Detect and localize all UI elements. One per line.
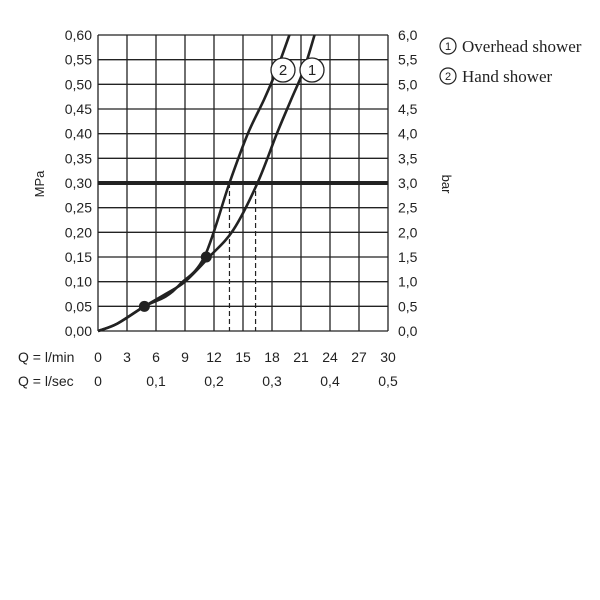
- x-row1-tick-label: 6: [152, 349, 160, 365]
- y-right-tick-label: 4,5: [398, 101, 418, 117]
- x-row1-tick-label: 0: [94, 349, 102, 365]
- y-left-ticks: 0,00 0,05 0,10 0,15 0,20 0,25 0,30 0,35 0,40 0,45…: [65, 27, 92, 339]
- x-row1-ticks: 0 3 6 9 12 15 18 21 24 27 30: [94, 349, 396, 365]
- y-right-tick-label: 5,0: [398, 76, 418, 92]
- x-row1-tick-label: 3: [123, 349, 131, 365]
- x-row2-label: Q = l/sec: [18, 373, 74, 389]
- legend-label-hand: Hand shower: [462, 67, 553, 86]
- y-left-tick-label: 0,05: [65, 298, 92, 314]
- legend-symbol-2: [439, 67, 457, 85]
- y-right-tick-label: 3,0: [398, 175, 418, 191]
- y-left-tick-label: 0,20: [65, 224, 92, 240]
- y-right-tick-label: 2,0: [398, 224, 418, 240]
- y-right-axis-label: bar: [439, 175, 454, 194]
- y-left-tick-label: 0,45: [65, 101, 92, 117]
- marked-points: [138, 251, 212, 312]
- x-row2-tick-label: 0,5: [378, 373, 398, 389]
- y-left-tick-label: 0,00: [65, 323, 92, 339]
- y-left-tick-label: 0,50: [65, 76, 92, 92]
- series-marker-text-1: 1: [308, 62, 316, 79]
- y-right-tick-label: 1,5: [398, 249, 418, 265]
- marked-point: [138, 300, 150, 312]
- x-row2-tick-label: 0,3: [262, 373, 282, 389]
- y-left-tick-label: 0,15: [65, 249, 92, 265]
- y-left-tick-label: 0,30: [65, 175, 92, 191]
- x-row1-tick-label: 21: [293, 349, 309, 365]
- x-row1-tick-label: 18: [264, 349, 280, 365]
- x-row1-tick-label: 12: [206, 349, 222, 365]
- x-row1-tick-label: 9: [181, 349, 189, 365]
- legend-item-overhead: 1 Overhead shower: [439, 37, 582, 56]
- y-right-tick-label: 0,5: [398, 298, 418, 314]
- x-row1-tick-label: 24: [322, 349, 338, 365]
- x-row1-tick-label: 30: [380, 349, 396, 365]
- series-marker-2: [270, 57, 296, 83]
- y-right-tick-label: 3,5: [398, 150, 418, 166]
- y-right-tick-label: 1,0: [398, 274, 418, 290]
- y-left-tick-label: 0,35: [65, 150, 92, 166]
- droplines: [228, 183, 257, 331]
- y-right-tick-label: 0,0: [398, 323, 418, 339]
- legend-symbol-2-text: 2: [445, 71, 451, 83]
- y-left-tick-label: 0,40: [65, 126, 92, 142]
- y-left-tick-label: 0,60: [65, 27, 92, 43]
- legend-symbol-1: [439, 37, 457, 55]
- y-right-tick-label: 2,5: [398, 200, 418, 216]
- series-markers: 12: [270, 57, 325, 83]
- y-left-tick-label: 0,55: [65, 52, 92, 68]
- legend-item-hand: 2 Hand shower: [439, 67, 553, 86]
- y-right-tick-label: 6,0: [398, 27, 418, 43]
- legend-symbol-1-text: 1: [445, 41, 451, 53]
- x-row2-tick-label: 0,1: [146, 373, 166, 389]
- x-row1-label: Q = l/min: [18, 349, 74, 365]
- x-row2-tick-label: 0,2: [204, 373, 224, 389]
- legend-label-overhead: Overhead shower: [462, 37, 582, 56]
- y-left-tick-label: 0,25: [65, 200, 92, 216]
- x-row2-tick-label: 0: [94, 373, 102, 389]
- series-marker-text-2: 2: [279, 62, 287, 79]
- y-right-tick-label: 5,5: [398, 52, 418, 68]
- series-marker-1: [299, 57, 325, 83]
- x-row1-tick-label: 15: [235, 349, 251, 365]
- y-left-tick-label: 0,10: [65, 274, 92, 290]
- x-row2-tick-label: 0,4: [320, 373, 340, 389]
- x-row1-tick-label: 27: [351, 349, 367, 365]
- y-left-axis-label: MPa: [32, 170, 47, 198]
- x-row2-ticks: 0 0,1 0,2 0,3 0,4 0,5: [94, 373, 398, 389]
- y-right-tick-label: 4,0: [398, 126, 418, 142]
- legend: 1 Overhead shower 2 Hand shower: [439, 37, 582, 86]
- y-right-ticks: 0,0 0,5 1,0 1,5 2,0 2,5 3,0 3,5 4,0 4,5 5,0 5,5 6,0: [398, 27, 418, 339]
- marked-point: [200, 251, 212, 263]
